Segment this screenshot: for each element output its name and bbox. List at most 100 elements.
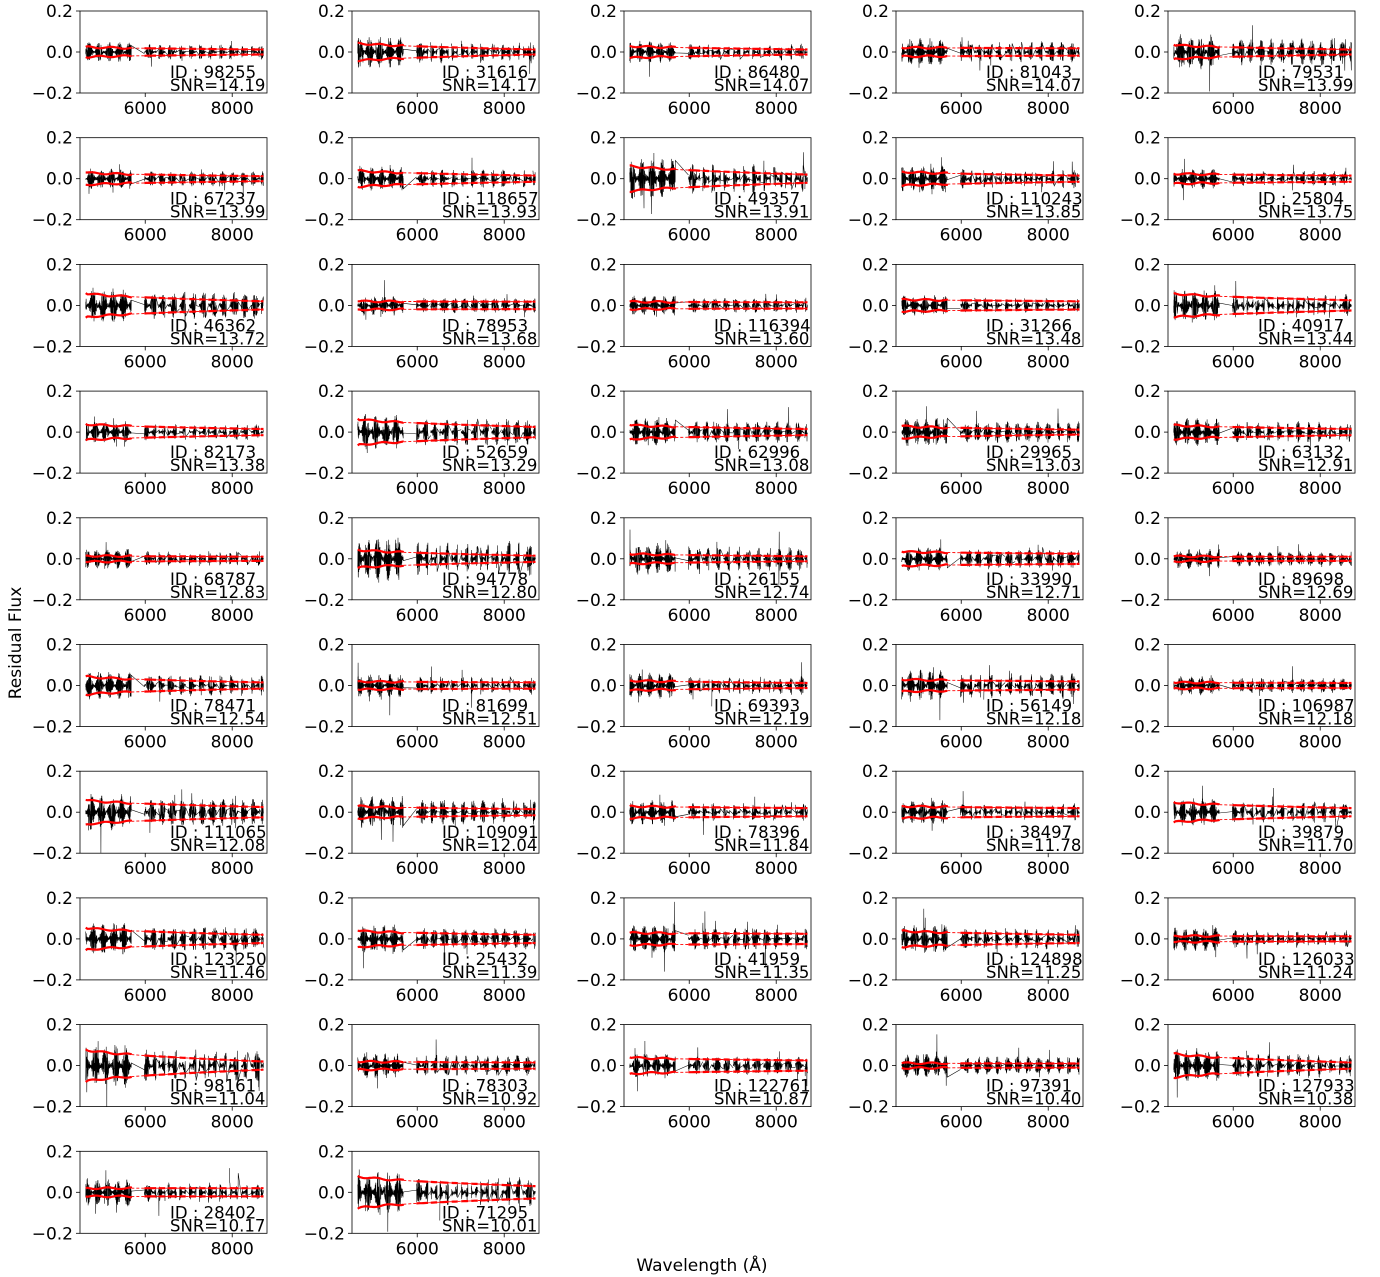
upper-envelope [1173,43,1352,51]
x-tick-label: 6000 [124,1239,167,1259]
x-tick-label: 8000 [1299,986,1342,1006]
y-tick-label: 0.0 [1134,423,1161,443]
x-tick-label: 8000 [211,226,254,246]
snr-annotation: SNR=12.71 [986,583,1081,602]
snr-annotation: SNR=11.84 [714,836,809,855]
x-tick-label: 8000 [483,226,526,246]
upper-envelope [901,804,1080,810]
x-tick-label: 6000 [396,479,439,499]
lower-envelope [901,562,1080,568]
lower-envelope [85,687,264,697]
x-tick-label: 6000 [940,733,983,753]
lower-envelope [85,1068,264,1083]
y-tick-label: −0.2 [848,464,889,484]
snr-annotation: SNR=12.08 [170,836,265,855]
y-tick-label: −0.2 [1120,211,1161,231]
snr-annotation: SNR=12.91 [1258,456,1353,475]
lower-envelope-gap [131,309,261,315]
x-tick-label: 6000 [396,986,439,1006]
y-tick-label: −0.2 [32,1224,73,1244]
y-tick-label: −0.2 [576,337,617,357]
id-annotation: ID : 81043 [986,63,1072,82]
upper-envelope [357,299,536,304]
lower-envelope-gap [675,687,805,690]
lower-envelope [1173,1067,1352,1080]
id-annotation: ID : 46362 [170,316,256,335]
snr-annotation: SNR=11.24 [1258,963,1353,982]
y-tick-label: 0.0 [46,43,73,63]
upper-envelope-gap [947,679,1077,682]
upper-envelope [629,679,808,685]
upper-envelope-gap [403,172,533,177]
id-annotation: ID : 94778 [442,570,528,589]
x-tick-label: 6000 [1212,352,1255,372]
id-annotation: ID : 126033 [1258,950,1355,969]
snr-annotation: SNR=13.03 [986,456,1081,475]
id-annotation: ID : 98255 [170,63,256,82]
y-tick-label: 0.0 [1134,930,1161,950]
id-annotation: ID : 41959 [714,950,800,969]
id-annotation: ID : 69393 [714,697,800,716]
y-tick-label: 0.0 [318,1057,345,1077]
snr-annotation: SNR=12.69 [1258,583,1353,602]
y-tick-label: −0.2 [304,464,345,484]
lower-envelope [1173,686,1352,691]
upper-envelope-gap [403,806,533,810]
x-tick-label: 6000 [396,352,439,372]
y-tick-label: 0.2 [862,1016,889,1036]
y-tick-label: −0.2 [32,211,73,231]
y-tick-label: 0.0 [590,296,617,316]
id-annotation: ID : 31266 [986,316,1072,335]
lower-envelope-gap [403,814,533,818]
snr-annotation: SNR=14.17 [442,76,537,95]
x-tick-label: 8000 [1299,99,1342,119]
id-annotation: ID : 82173 [170,443,256,462]
y-tick-label: 0.2 [590,255,617,275]
lower-envelope [85,559,264,564]
y-tick-label: −0.2 [304,971,345,991]
x-tick-label: 8000 [483,1239,526,1259]
y-tick-label: 0.2 [1134,762,1161,782]
residual-trace [629,152,808,215]
upper-envelope-gap [1219,426,1349,430]
y-tick-label: −0.2 [304,337,345,357]
upper-envelope-gap [131,173,261,177]
lower-envelope-gap [1219,1068,1349,1075]
upper-envelope-gap [1219,174,1349,177]
y-tick-label: 0.2 [46,636,73,656]
upper-envelope-gap [947,427,1077,431]
y-tick-label: 0.0 [590,170,617,190]
y-tick-label: −0.2 [304,1224,345,1244]
lower-envelope-gap [947,815,1077,818]
y-tick-label: 0.2 [590,509,617,529]
lower-envelope-gap [675,560,805,564]
residual-trace [629,794,808,835]
y-tick-label: 0.0 [590,1057,617,1077]
id-annotation: ID : 52659 [442,443,528,462]
x-tick-label: 6000 [668,733,711,753]
upper-envelope-gap [947,932,1077,936]
x-tick-label: 8000 [1027,606,1070,626]
y-tick-label: −0.2 [848,971,889,991]
y-tick-label: 0.2 [318,382,345,402]
lower-envelope [629,560,808,566]
id-annotation: ID : 33990 [986,570,1072,589]
x-tick-label: 6000 [124,606,167,626]
upper-envelope [85,171,264,178]
y-tick-label: 0.0 [46,803,73,823]
x-tick-label: 8000 [755,99,798,119]
